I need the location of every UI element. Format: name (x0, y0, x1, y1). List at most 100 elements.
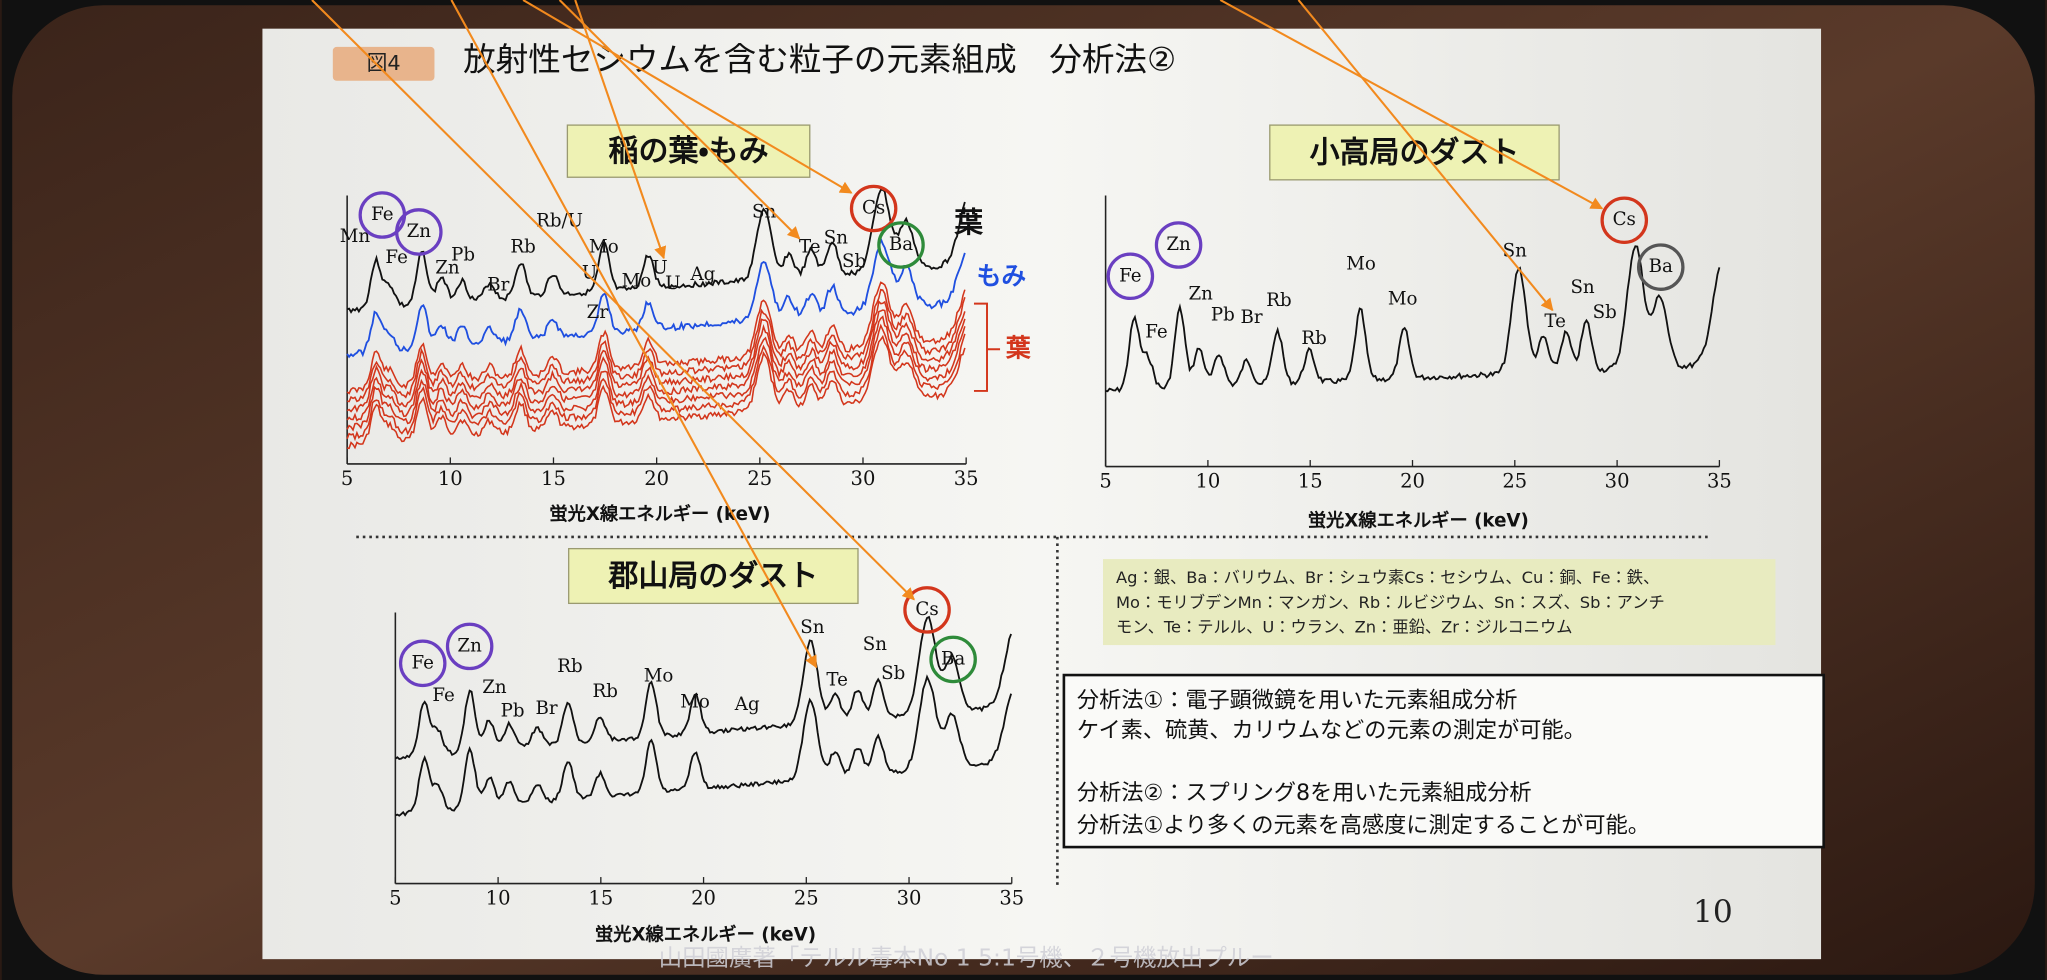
peak-label: U (665, 273, 680, 294)
peak-label: Mo (644, 665, 674, 686)
legend-label: 葉 (1005, 333, 1031, 362)
figure-badge (332, 46, 435, 81)
x-tick-label: 20 (644, 467, 669, 490)
peak-label: Zn (407, 221, 432, 242)
peak-label: Rb/U (536, 211, 583, 232)
peak-label: Fe (432, 685, 454, 706)
peak-label: Sb (881, 663, 905, 684)
spectrum-line (346, 188, 966, 314)
peak-label: Mo (622, 270, 652, 291)
x-axis-label: 蛍光X線エネルギー (keV) (595, 924, 816, 946)
peak-label: Zr (587, 302, 609, 323)
x-tick-label: 35 (954, 467, 979, 490)
peak-circle (398, 639, 447, 688)
arrow (558, 0, 801, 240)
arrow (450, 0, 818, 669)
arrow (1297, 0, 1554, 312)
peak-label: Zn (1189, 284, 1214, 305)
annotation-arrows (311, 0, 1604, 669)
peak-label: Rb (1301, 328, 1326, 349)
x-axis-label: 蛍光X線エネルギー (keV) (549, 503, 770, 525)
peak-circle (1600, 196, 1649, 245)
abbreviation-line: Ag：銀、Ba：バリウム、Br：シュウ素Cs：セシウム、Cu：銅、Fe：鉄、 (1116, 568, 1659, 587)
panel-title: 郡山局のダスト (607, 559, 818, 594)
x-tick-label: 5 (1099, 470, 1111, 493)
x-tick-label: 10 (486, 887, 511, 910)
spectrum-line (346, 235, 966, 359)
arrow (574, 0, 667, 260)
spectrum-line (346, 281, 966, 395)
peak-label: Ba (1649, 256, 1673, 277)
x-tick-label: 10 (1195, 470, 1220, 493)
legend-label: もみ (977, 262, 1027, 291)
abbreviation-line: モン、Te：テルル、U：ウラン、Zn：亜鉛、Zr：ジルコニウム (1116, 618, 1572, 637)
peak-circle (395, 208, 443, 256)
peak-circle (445, 622, 494, 671)
panel-title-box (568, 547, 859, 605)
x-tick-label: 35 (999, 887, 1024, 910)
peak-label: Zn (1166, 234, 1191, 255)
page-number: 10 (1693, 894, 1733, 930)
peak-label: U (652, 257, 667, 278)
peak-label: Zn (457, 635, 482, 656)
peak-label: Sn (824, 227, 848, 248)
arrow (1219, 0, 1604, 210)
spectrum-line (347, 334, 966, 450)
peak-label: Sn (1503, 241, 1527, 262)
peak-label: Mo (1388, 289, 1418, 310)
x-tick-label: 15 (1298, 470, 1323, 493)
peak-label: Cs (915, 599, 938, 620)
peak-label: Ba (889, 234, 913, 255)
spectrum-line (347, 288, 966, 403)
x-tick-label: 20 (1400, 470, 1425, 493)
x-tick-label: 15 (588, 887, 613, 910)
method-line: 分析法②：スプリング8を用いた元素組成分析 (1077, 780, 1532, 806)
peak-label: Rb (592, 681, 617, 702)
peak-label: Fe (1119, 265, 1141, 286)
panel-title: 稲の葉・もみ (609, 134, 769, 169)
legend-bracket (973, 302, 1001, 392)
arrow (311, 0, 915, 601)
peak-label: Ag (689, 264, 715, 285)
peak-label: Fe (1145, 321, 1167, 342)
peak-label: Mo (1346, 254, 1376, 275)
peak-label: Cs (862, 198, 885, 219)
x-tick-label: 30 (1605, 470, 1630, 493)
peak-circle (1636, 243, 1685, 291)
peak-label: Zn (482, 677, 507, 698)
peak-label: Sb (1593, 302, 1617, 323)
spectrum-line (1105, 245, 1721, 394)
peak-label: Te (826, 669, 848, 690)
spectrum-line (395, 674, 1012, 817)
peak-label: Mo (680, 691, 710, 712)
method-line: 分析法①より多くの元素を高感度に測定することが可能。 (1077, 813, 1650, 839)
x-tick-label: 25 (1502, 470, 1527, 493)
peak-circle (929, 635, 977, 684)
spectrum-line (394, 615, 1012, 760)
caption: 山田國廣著「テルル毒本No 1 5:1号機、２号機放出プルー (659, 944, 1274, 972)
peak-label: Rb (557, 656, 582, 677)
peak-label: Fe (371, 204, 393, 225)
x-tick-label: 5 (389, 887, 401, 910)
method-box (1062, 673, 1825, 849)
peak-label: Fe (412, 652, 434, 673)
x-tick-label: 25 (794, 887, 819, 910)
peak-label: Br (535, 698, 557, 719)
x-tick-label: 25 (747, 467, 772, 490)
peak-label: Pb (451, 244, 475, 265)
plots: 5 10 15 20 25 30 35 蛍光X線エネルギー (keV) 5 10 15 20 25 30 3… (340, 184, 1732, 946)
x-tick-label: 5 (341, 467, 353, 490)
peak-circle (1154, 221, 1203, 269)
legend-label: 葉 (953, 205, 983, 239)
peak-label: Sn (863, 634, 887, 655)
x-tick-label: 30 (897, 887, 922, 910)
x-tick-label: 10 (438, 467, 463, 490)
peak-label: Te (1544, 311, 1566, 332)
slide-title: 放射性セシウムを含む粒子の元素組成 分析法② (463, 40, 1176, 78)
panel-title-box (1269, 124, 1560, 181)
peak-label: Rb (1266, 290, 1291, 311)
peak-label: Sn (1570, 277, 1594, 298)
peak-label: Mn (340, 226, 371, 247)
peak-label: Cs (1613, 209, 1636, 230)
